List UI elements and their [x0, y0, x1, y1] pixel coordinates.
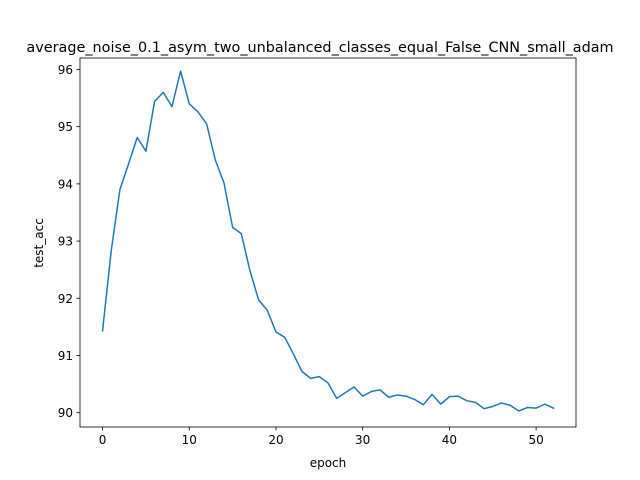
chart-title: average_noise_0.1_asym_two_unbalanced_cl… — [26, 40, 613, 56]
y-tick-label: 93 — [58, 235, 73, 249]
y-tick-label: 95 — [58, 120, 73, 134]
series-line-0 — [101, 70, 555, 412]
x-tick-label: 40 — [442, 433, 457, 447]
y-tick-label: 96 — [58, 63, 73, 77]
chart-marks: 0 10 20 30 40 50 90 91 92 93 94 95 96 — [58, 57, 577, 447]
y-tick-label: 91 — [58, 349, 73, 363]
x-tick-label: 20 — [268, 433, 283, 447]
x-tick-label: 10 — [182, 433, 197, 447]
y-tick-label: 92 — [58, 292, 73, 306]
y-axis-label: test_acc — [32, 218, 46, 268]
y-tick-label: 90 — [58, 406, 73, 420]
plot-frame — [79, 57, 577, 428]
x-axis-label: epoch — [310, 456, 347, 470]
y-tick-label: 94 — [58, 177, 73, 191]
x-tick-label: 50 — [528, 433, 543, 447]
x-tick-label: 30 — [355, 433, 370, 447]
x-tick-label: 0 — [99, 433, 107, 447]
